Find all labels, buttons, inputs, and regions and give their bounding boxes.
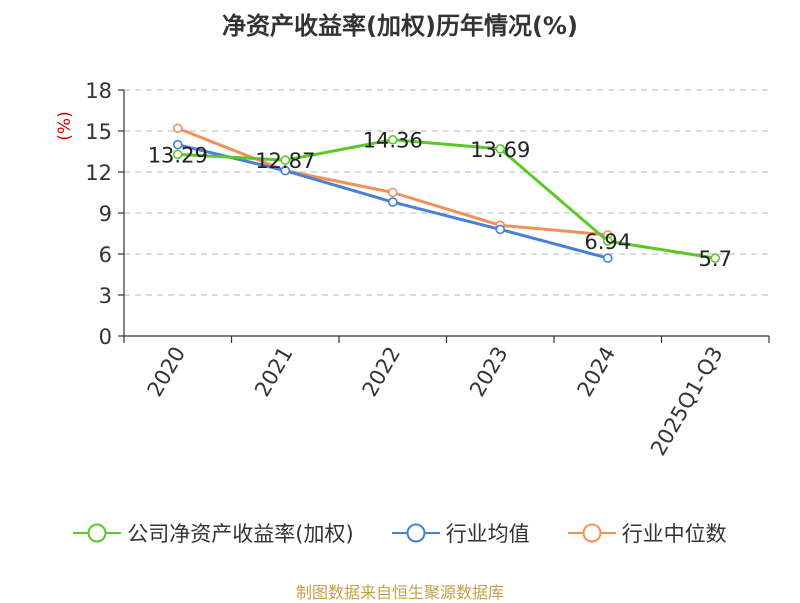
data-point bbox=[387, 187, 398, 198]
x-tick-label: 2024 bbox=[573, 343, 621, 401]
legend-swatch bbox=[567, 523, 616, 543]
legend-swatch bbox=[391, 523, 440, 543]
data-point bbox=[387, 134, 398, 145]
legend-item[interactable]: 行业中位数 bbox=[567, 518, 727, 548]
series-layer bbox=[172, 123, 721, 263]
x-tick-label: 2022 bbox=[358, 343, 406, 401]
y-tick-label: 18 bbox=[85, 79, 112, 103]
legend-swatch bbox=[73, 523, 122, 543]
data-point bbox=[172, 139, 183, 150]
x-tick-label: 2025Q1-Q3 bbox=[646, 343, 728, 460]
chart-title: 净资产收益率(加权)历年情况(%) bbox=[222, 12, 578, 40]
data-label: 13.29 bbox=[148, 143, 208, 167]
legend-item[interactable]: 行业均值 bbox=[391, 518, 530, 548]
x-tick-label: 2023 bbox=[465, 343, 513, 401]
y-tick-label: 12 bbox=[85, 161, 112, 185]
y-axis-label: (%) bbox=[55, 111, 75, 140]
y-tick-label: 0 bbox=[99, 325, 112, 349]
data-point bbox=[280, 155, 291, 165]
data-label: 5.7 bbox=[699, 247, 732, 271]
y-tick-label: 3 bbox=[99, 284, 112, 308]
data-point bbox=[172, 123, 183, 134]
legend-item[interactable]: 公司净资产收益率(加权) bbox=[73, 518, 354, 548]
data-point bbox=[495, 224, 506, 235]
data-point bbox=[280, 165, 291, 176]
grid bbox=[124, 89, 769, 296]
data-label: 14.36 bbox=[363, 129, 423, 153]
data-labels: 13.29 12.87 14.36 13.69 6.94 5.7 bbox=[148, 129, 732, 271]
legend-label: 行业均值 bbox=[445, 522, 530, 546]
x-tick-label: 2020 bbox=[143, 343, 191, 401]
legend-label: 公司净资产收益率(加权) bbox=[127, 522, 354, 546]
data-point bbox=[710, 253, 721, 263]
source-note: 制图数据来自恒生聚源数据库 bbox=[295, 583, 504, 602]
data-point bbox=[495, 144, 506, 154]
y-tick-label: 9 bbox=[99, 202, 112, 226]
data-point bbox=[602, 253, 613, 263]
x-tick-label: 2021 bbox=[250, 343, 298, 401]
data-point bbox=[172, 149, 183, 160]
series-line bbox=[177, 138, 716, 260]
data-label: 13.69 bbox=[470, 138, 530, 162]
data-point bbox=[602, 236, 613, 246]
data-point bbox=[387, 197, 398, 207]
data-label: 6.94 bbox=[584, 230, 631, 254]
y-tick-label: 15 bbox=[85, 120, 112, 144]
data-label: 12.87 bbox=[255, 149, 315, 173]
axes: 0 3 6 9 12 15 18 2020 2021 2022 2023 2024 2025Q1-Q3 bbox=[85, 79, 770, 460]
y-tick-label: 6 bbox=[99, 243, 112, 267]
legend: 公司净资产收益率(加权) 行业均值 行业中位数 bbox=[0, 518, 800, 548]
legend-label: 行业中位数 bbox=[621, 522, 727, 546]
